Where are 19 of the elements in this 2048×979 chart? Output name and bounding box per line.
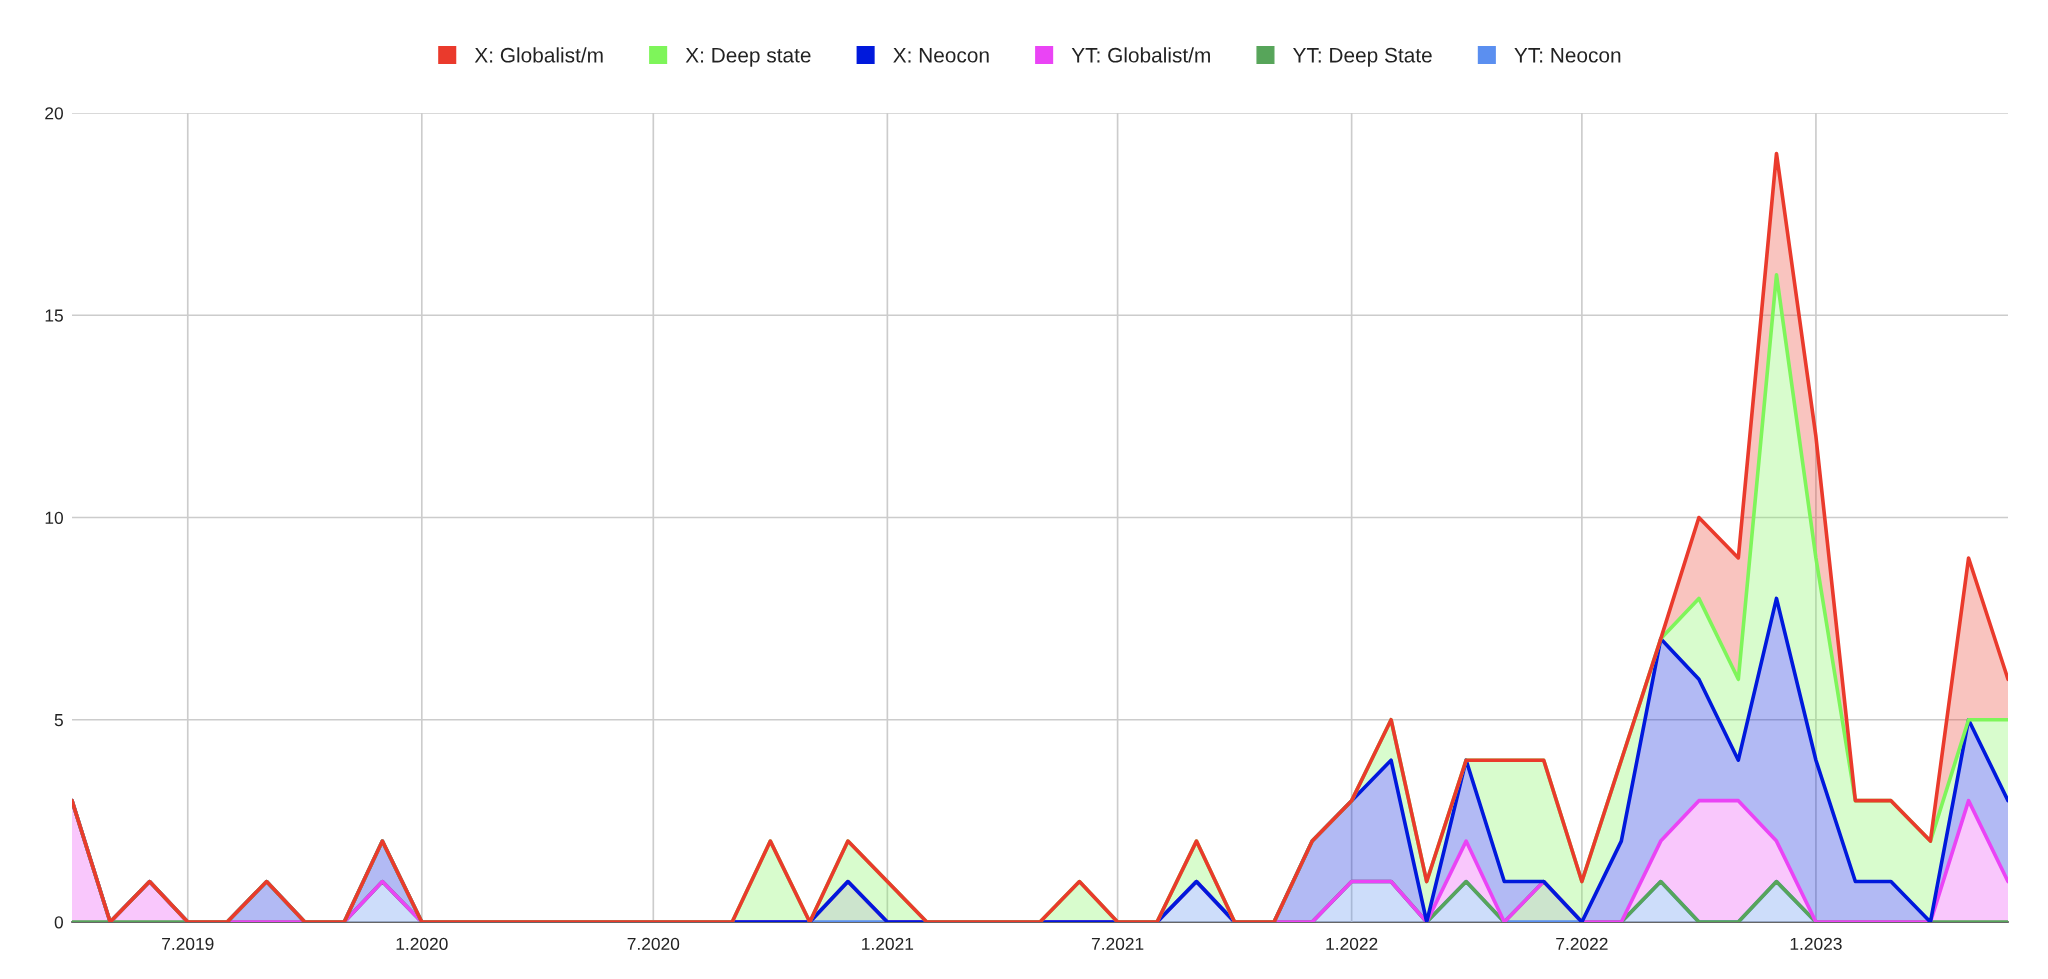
x-tick-label: 1.2020 (396, 937, 448, 951)
legend-label: X: Neocon (893, 48, 989, 63)
x-tick-label: 1.2022 (1326, 937, 1378, 951)
y-tick-label: 20 (45, 107, 63, 120)
x-tick-label: 7.2020 (627, 937, 680, 951)
y-tick-label: 10 (45, 511, 63, 524)
legend-label: X: Deep state (685, 48, 811, 67)
x-tick-label: 7.2022 (1556, 937, 1608, 951)
x-tick-label: 7.2021 (1091, 937, 1144, 951)
y-tick-label: 5 (54, 714, 63, 727)
y-tick-label: 15 (45, 309, 63, 322)
legend-label: YT: Neocon (1514, 48, 1621, 63)
legend-label: YT: Globalist/m (1071, 47, 1210, 63)
legend-label: YT: Deep State (1293, 47, 1432, 67)
x-tick-label: 1.2021 (862, 937, 914, 951)
y-tick-label: 0 (54, 916, 63, 929)
x-tick-label: 7.2019 (162, 937, 214, 951)
legend-label: X: Globalist/m (474, 47, 603, 63)
x-tick-label: 1.2023 (1790, 937, 1842, 951)
